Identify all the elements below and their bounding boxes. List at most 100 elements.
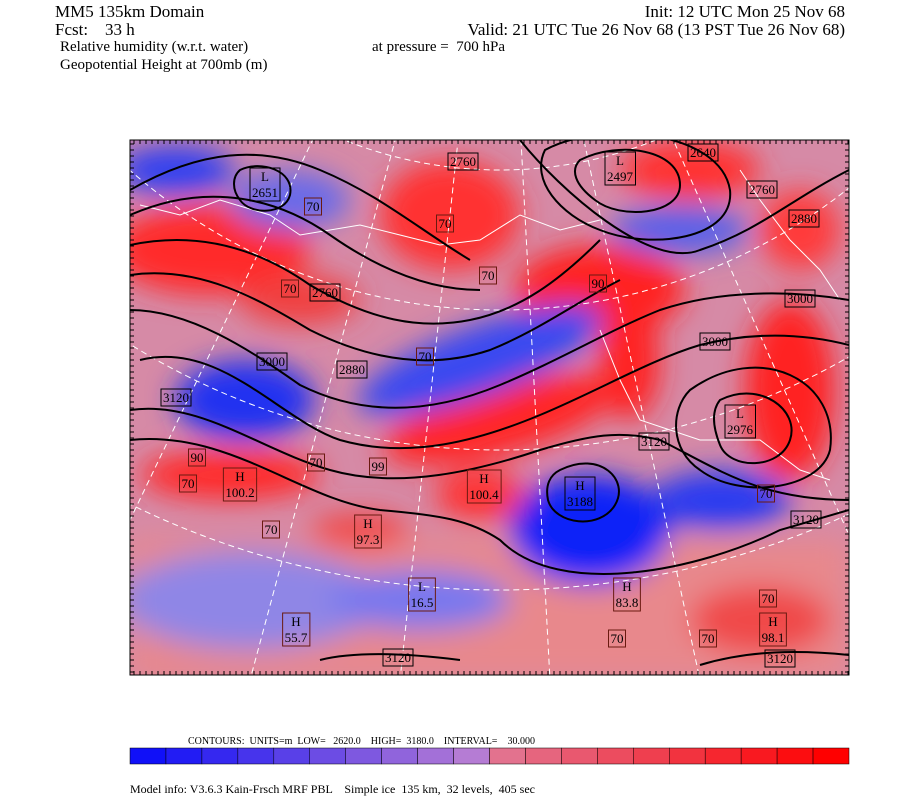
height-label-box bbox=[746, 180, 778, 199]
valid-time: Valid: 21 UTC Tue 26 Nov 68 (13 PST Tue … bbox=[467, 20, 845, 39]
humidity-label-box bbox=[466, 469, 502, 504]
humidity-label-text: 70 bbox=[419, 349, 432, 364]
color-bar bbox=[129, 747, 850, 765]
humidity-label-text: 70 bbox=[265, 522, 278, 537]
humidity-label: 90 bbox=[188, 448, 206, 467]
color-bar-cell bbox=[525, 747, 562, 765]
color-bar-cell bbox=[561, 747, 598, 765]
color-bar-cell bbox=[812, 747, 850, 765]
humidity-label-box bbox=[759, 589, 777, 608]
forecast-hour: Fcst: 33 h bbox=[55, 20, 135, 39]
height-label-box bbox=[784, 289, 816, 308]
humidity-label-box bbox=[757, 484, 775, 503]
humidity-label: H98.1 bbox=[759, 612, 787, 647]
humidity-label-box bbox=[408, 577, 436, 612]
color-bar-cell bbox=[740, 747, 778, 765]
height-label-box bbox=[687, 143, 719, 162]
humidity-label-box bbox=[281, 279, 299, 298]
height-label: 3000 bbox=[699, 332, 731, 351]
color-bar-cell bbox=[345, 747, 382, 765]
height-label: 3000 bbox=[256, 352, 288, 371]
humidity-label-text: 70 bbox=[702, 631, 715, 646]
humidity-label: 90 bbox=[589, 274, 607, 293]
height-label: 2640 bbox=[687, 143, 719, 162]
height-label: 3120 bbox=[764, 649, 796, 668]
humidity-label: 99 bbox=[369, 457, 387, 476]
humidity-label-text: 70 bbox=[762, 591, 775, 606]
height-label-box bbox=[160, 388, 192, 407]
color-bar-cell bbox=[309, 747, 346, 765]
humidity-label-text: 99 bbox=[372, 459, 385, 474]
height-contours bbox=[130, 140, 849, 666]
height-label-box bbox=[309, 283, 341, 302]
color-bar-cell bbox=[417, 747, 454, 765]
height-label: 2880 bbox=[788, 209, 820, 228]
height-label-text: 3000 bbox=[787, 291, 813, 306]
humidity-label-marker: H bbox=[479, 471, 488, 486]
color-bar-cell bbox=[597, 747, 634, 765]
humidity-label-marker: H bbox=[363, 516, 372, 531]
color-bar-cell bbox=[776, 747, 814, 765]
height-label-box bbox=[699, 332, 731, 351]
height-label-box bbox=[382, 648, 414, 667]
humidity-label: 70 bbox=[608, 629, 626, 648]
humidity-label-box bbox=[188, 448, 206, 467]
humidity-label-text: 83.8 bbox=[616, 595, 639, 610]
humidity-label-text: 90 bbox=[592, 276, 605, 291]
height-label-marker: L bbox=[616, 153, 624, 168]
humidity-label-text: 90 bbox=[191, 450, 204, 465]
height-label-box bbox=[764, 649, 796, 668]
humidity-label-text: 70 bbox=[482, 268, 495, 283]
humidity-label-box bbox=[608, 629, 626, 648]
domain-title: MM5 135km Domain bbox=[55, 2, 205, 21]
height-label: 3120 bbox=[382, 648, 414, 667]
humidity-label-marker: H bbox=[235, 469, 244, 484]
height-label: 2880 bbox=[336, 360, 368, 379]
height-label: 3120 bbox=[790, 510, 822, 529]
init-time: Init: 12 UTC Mon 25 Nov 68 bbox=[645, 2, 845, 21]
humidity-label: 70 bbox=[479, 266, 497, 285]
height-label-text: 3120 bbox=[641, 434, 667, 449]
humidity-label-text: 98.1 bbox=[762, 630, 785, 645]
height-label-marker: L bbox=[736, 406, 744, 421]
humidity-label-text: 70 bbox=[182, 476, 195, 491]
humidity-label-box bbox=[479, 266, 497, 285]
height-label: 3120 bbox=[638, 432, 670, 451]
height-label-text: 3000 bbox=[702, 334, 728, 349]
humidity-label-box bbox=[354, 514, 382, 549]
humidity-label-text: 55.7 bbox=[285, 630, 308, 645]
color-bar-cell bbox=[381, 747, 418, 765]
height-label-box bbox=[788, 209, 820, 228]
humidity-label-box bbox=[416, 347, 434, 366]
height-label-box bbox=[564, 476, 596, 511]
frame-ticks bbox=[130, 140, 849, 675]
height-label-box bbox=[336, 360, 368, 379]
humidity-label-box bbox=[369, 457, 387, 476]
height-label-marker: L bbox=[261, 169, 269, 184]
humidity-label-text: 100.2 bbox=[225, 485, 254, 500]
color-bar-cell bbox=[633, 747, 670, 765]
height-label-box bbox=[256, 352, 288, 371]
coastlines bbox=[139, 169, 841, 481]
height-label-text: 2497 bbox=[607, 169, 634, 184]
height-label-text: 3120 bbox=[163, 390, 189, 405]
humidity-label: H55.7 bbox=[282, 612, 311, 647]
humidity-label-box bbox=[589, 274, 607, 293]
humidity-label: L16.5 bbox=[408, 577, 436, 612]
color-bar-cell bbox=[129, 747, 167, 765]
height-label-text: 2976 bbox=[727, 422, 754, 437]
pressure-level: at pressure = 700 hPa bbox=[372, 39, 505, 55]
humidity-label-marker: H bbox=[622, 579, 631, 594]
height-label: 3000 bbox=[784, 289, 816, 308]
humidity-label-text: 70 bbox=[307, 199, 320, 214]
humidity-label-marker: H bbox=[291, 614, 300, 629]
height-label-text: 3120 bbox=[793, 512, 819, 527]
humidity-label-text: 70 bbox=[284, 281, 297, 296]
height-label-text: 2760 bbox=[749, 182, 775, 197]
contour-info: CONTOURS: UNITS=m LOW= 2620.0 HIGH= 3180… bbox=[188, 736, 535, 747]
